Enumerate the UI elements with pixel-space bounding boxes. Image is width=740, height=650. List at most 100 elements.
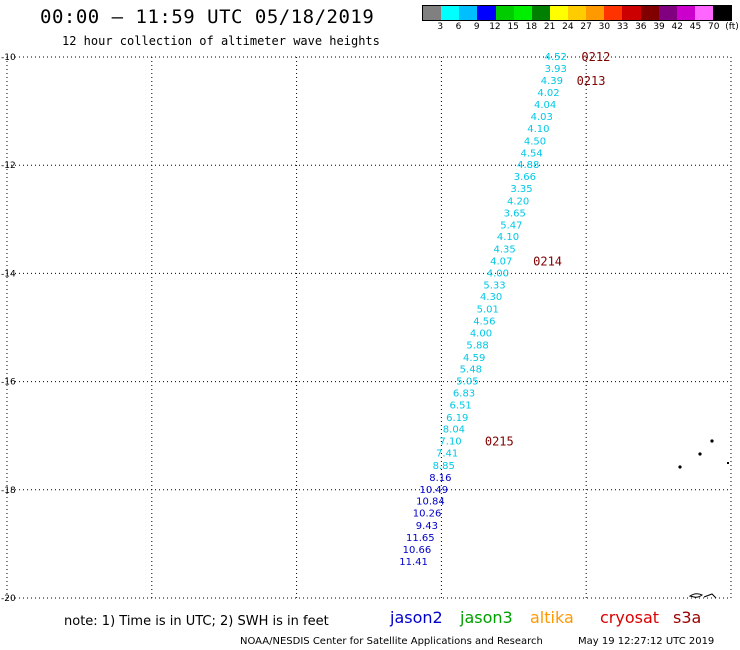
time-annotation: 0215 (485, 435, 514, 449)
island-mark (698, 452, 702, 456)
wave-height-value: 11.65 (406, 533, 435, 544)
wave-height-value: 4.52 (545, 52, 567, 63)
satellite-label-altika: altika (530, 608, 574, 627)
color-legend-label: 24 (562, 22, 574, 32)
color-legend-swatch (459, 6, 478, 20)
wave-height-value: 5.01 (477, 305, 499, 316)
color-legend-label: 39 (653, 22, 665, 32)
wave-height-value: 7.10 (439, 437, 461, 448)
y-tick-label: -12 (1, 161, 16, 171)
color-legend-label: 33 (616, 22, 629, 32)
color-legend-swatch (549, 6, 568, 20)
wave-height-value: 5.88 (466, 340, 488, 351)
wave-height-value: 6.51 (450, 400, 472, 411)
chart-title: 00:00 – 11:59 UTC 05/18/2019 (40, 6, 375, 28)
color-legend-label: (ft) (725, 22, 739, 32)
footer: note: 1) Time is in UTC; 2) SWH is in fe… (0, 606, 740, 650)
land-features (678, 439, 729, 599)
wave-height-value: 3.66 (514, 172, 536, 183)
color-legend-labels: 3 6 9 12 15 18 21 24 27 30 33 36 39 42 45 70 (ft) (422, 22, 738, 34)
coastline-mark (688, 593, 717, 599)
wave-height-value: 4.10 (527, 124, 549, 135)
color-legend-label: 70 (708, 22, 720, 32)
color-legend-label: 36 (635, 22, 647, 32)
wave-height-value: 5.47 (500, 220, 522, 231)
color-legend-swatch (676, 6, 695, 20)
color-legend-label: 3 (437, 22, 444, 32)
wave-height-value: 10.26 (413, 509, 442, 520)
color-legend-swatch (531, 6, 550, 20)
color-legend-swatch (658, 6, 677, 20)
y-tick-label: -10 (1, 53, 16, 63)
generated-timestamp: May 19 12:27:12 UTC 2019 (578, 636, 715, 647)
color-legend-swatch (513, 6, 532, 20)
color-legend-swatch (568, 6, 587, 20)
color-legend-swatch (423, 6, 442, 20)
color-legend-swatch (441, 6, 460, 20)
credit-text: NOAA/NESDIS Center for Satellite Applica… (240, 636, 543, 647)
y-tick-label: -18 (1, 486, 16, 496)
color-legend-swatch (586, 6, 605, 20)
wave-height-value: 5.48 (460, 365, 482, 376)
wave-height-value: 10.66 (403, 545, 432, 556)
time-annotation: 0213 (577, 74, 606, 88)
wave-height-value: 4.00 (470, 328, 492, 339)
color-legend-label: 6 (455, 22, 462, 32)
wave-height-value: 8.16 (429, 473, 451, 484)
wave-height-value: 6.19 (446, 413, 468, 424)
wave-height-value: 7.41 (436, 449, 458, 460)
grid-lines (6, 56, 732, 599)
units-note: note: 1) Time is in UTC; 2) SWH is in fe… (64, 614, 329, 629)
wave-height-value: 8.85 (433, 461, 455, 472)
color-legend-label: 9 (473, 22, 480, 32)
satellite-label-s3a: s3a (673, 608, 702, 627)
time-annotation: 0212 (581, 50, 610, 64)
wave-height-value: 4.50 (524, 136, 546, 147)
data-points: 4.523.934.394.024.044.034.104.504.544.88… (399, 52, 567, 568)
color-legend-swatch (495, 6, 514, 20)
color-legend-label: 42 (671, 22, 684, 32)
color-legend-label: 45 (689, 22, 702, 32)
color-legend-swatch (477, 6, 496, 20)
y-tick-label: -20 (1, 594, 16, 604)
color-legend-label: 12 (489, 22, 501, 32)
wave-height-value: 3.35 (510, 184, 532, 195)
wave-height-value: 4.02 (537, 88, 559, 99)
wave-height-value: 4.35 (493, 245, 515, 256)
island-mark (727, 462, 729, 464)
wave-height-value: 9.43 (416, 521, 438, 532)
color-legend-swatch (694, 6, 713, 20)
wave-height-value: 4.07 (490, 256, 512, 267)
island-mark (710, 439, 714, 443)
time-annotation: 0214 (533, 254, 562, 268)
wave-height-value: 5.33 (483, 280, 505, 291)
color-legend-swatch (713, 6, 732, 20)
color-legend-label: 27 (580, 22, 592, 32)
wave-height-value: 4.56 (473, 317, 495, 328)
color-legend-label: 15 (507, 22, 519, 32)
wave-height-value: 4.00 (487, 268, 509, 279)
color-legend-label: 30 (598, 22, 611, 32)
wave-height-value: 3.93 (545, 64, 567, 75)
wave-height-value: 4.04 (534, 100, 556, 111)
wave-height-value: 5.05 (456, 377, 478, 388)
wave-height-value: 10.84 (416, 497, 445, 508)
y-tick-label: -16 (1, 378, 16, 388)
color-legend-swatch (640, 6, 659, 20)
color-legend-label: 18 (525, 22, 538, 32)
wave-height-value: 3.65 (504, 208, 526, 219)
wave-height-value: 4.54 (520, 148, 542, 159)
wave-height-value: 6.83 (453, 389, 475, 400)
wave-height-value: 11.41 (399, 557, 428, 568)
color-legend-swatch (604, 6, 623, 20)
wave-height-value: 4.03 (531, 112, 553, 123)
y-tick-label: -14 (1, 269, 16, 279)
satellite-label-cryosat: cryosat (600, 608, 660, 627)
time-annotations: 0212 0213 0214 0215 (485, 50, 610, 449)
wave-height-value: 4.30 (480, 292, 502, 303)
wave-height-chart: 105108111114117120-10-12-14-16-18-20 4.5… (1, 50, 732, 604)
wave-height-value: 10.49 (420, 485, 449, 496)
color-legend-bar (422, 5, 732, 21)
wave-height-value: 4.10 (497, 232, 519, 243)
wave-height-value: 4.39 (541, 76, 563, 87)
